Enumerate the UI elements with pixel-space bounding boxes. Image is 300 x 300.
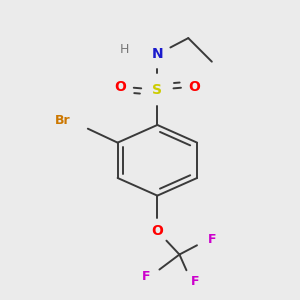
Text: Br: Br [55, 114, 70, 127]
Text: F: F [207, 233, 216, 246]
Text: F: F [191, 274, 200, 287]
Text: S: S [152, 82, 162, 97]
Text: H: H [120, 44, 129, 56]
Text: F: F [142, 270, 150, 283]
Text: O: O [152, 224, 163, 238]
Text: O: O [188, 80, 200, 94]
Text: O: O [115, 80, 127, 94]
Text: N: N [152, 47, 163, 61]
